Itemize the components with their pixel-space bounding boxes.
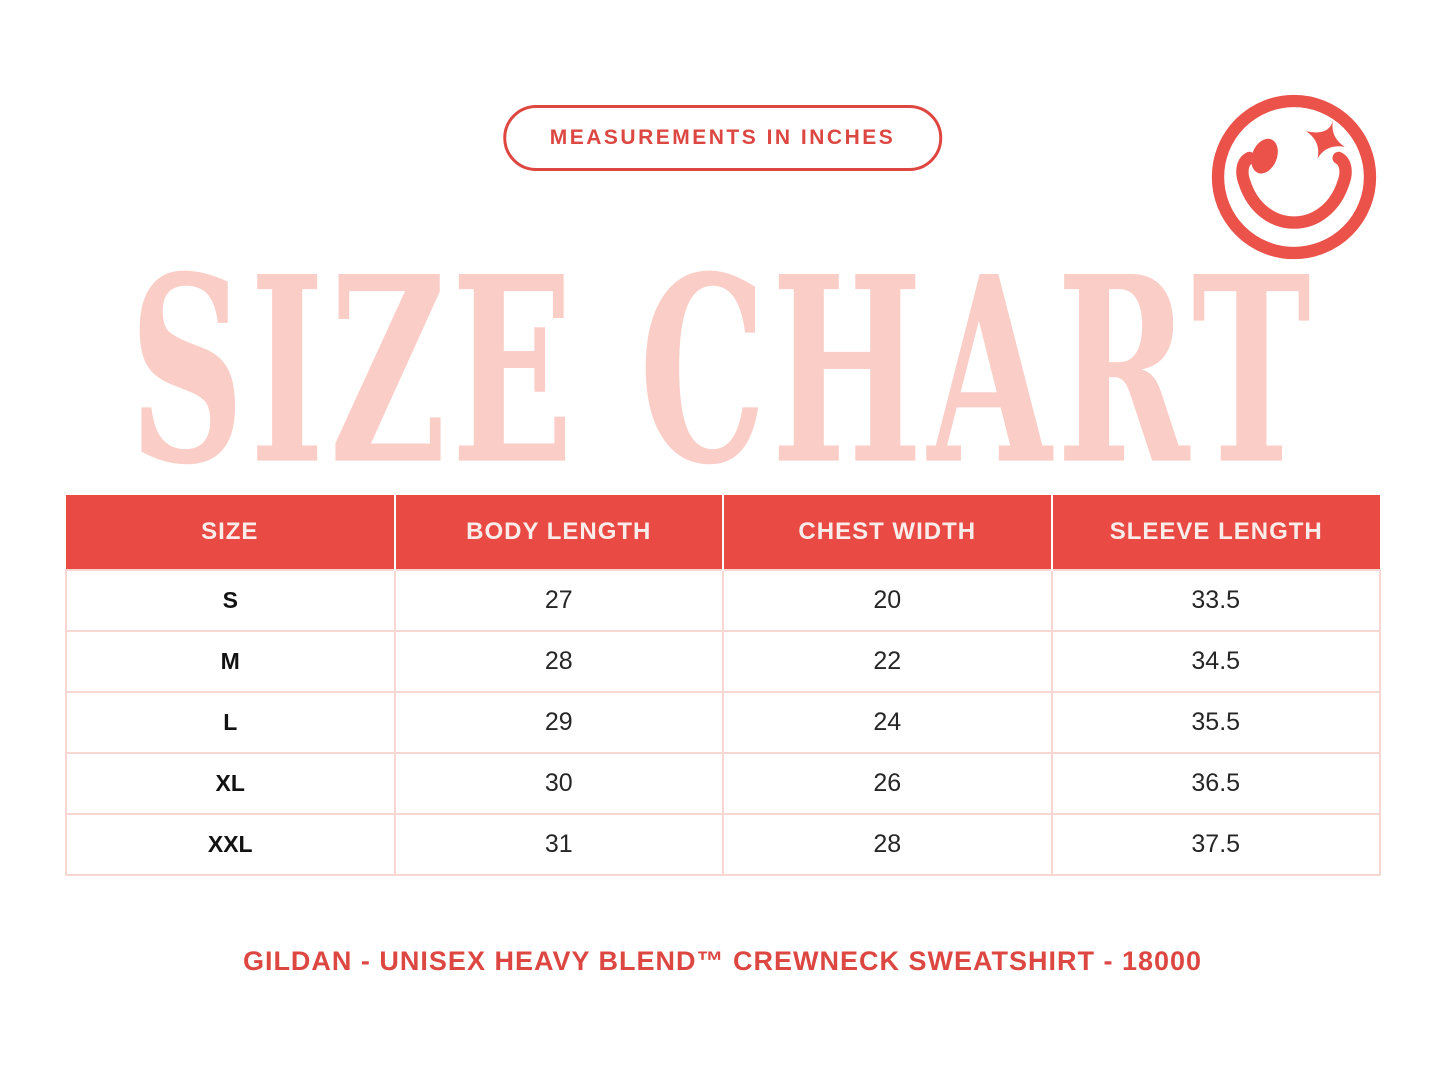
winking-smiley-svg bbox=[1211, 94, 1377, 260]
column-header-body-length: BODY LENGTH bbox=[393, 495, 723, 570]
size-table-header: SIZE BODY LENGTH CHEST WIDTH SLEEVE LENG… bbox=[66, 495, 1380, 570]
value-cell: 24 bbox=[722, 691, 1053, 754]
size-cell: XXL bbox=[65, 813, 396, 876]
smiley-outline bbox=[1211, 94, 1377, 260]
size-cell: L bbox=[65, 691, 396, 754]
value-cell: 29 bbox=[393, 691, 724, 754]
page-title: SIZE CHART bbox=[129, 220, 1316, 522]
table-row: XXL 31 28 37.5 bbox=[65, 813, 1381, 876]
measurements-badge-label: MEASUREMENTS IN INCHES bbox=[549, 126, 896, 149]
table-row: L 29 24 35.5 bbox=[65, 691, 1381, 754]
product-name-footer: GILDAN - UNISEX HEAVY BLEND™ CREWNECK SW… bbox=[242, 946, 1203, 976]
size-cell: S bbox=[65, 569, 396, 632]
value-cell: 34.5 bbox=[1050, 630, 1381, 693]
measurements-badge: MEASUREMENTS IN INCHES bbox=[502, 105, 943, 171]
value-cell: 31 bbox=[393, 813, 724, 876]
column-header-size: SIZE bbox=[66, 495, 395, 570]
smiley-sparkle-eye bbox=[1305, 119, 1345, 159]
size-cell: M bbox=[65, 630, 396, 693]
value-cell: 36.5 bbox=[1050, 752, 1381, 815]
value-cell: 35.5 bbox=[1050, 691, 1381, 754]
value-cell: 20 bbox=[722, 569, 1053, 632]
value-cell: 30 bbox=[393, 752, 724, 815]
smiley-mouth bbox=[1236, 151, 1352, 229]
value-cell: 28 bbox=[393, 630, 724, 693]
smiley-left-eye bbox=[1251, 138, 1278, 174]
value-cell: 33.5 bbox=[1050, 569, 1381, 632]
table-row: S 27 20 33.5 bbox=[65, 569, 1381, 632]
value-cell: 37.5 bbox=[1050, 813, 1381, 876]
value-cell: 28 bbox=[722, 813, 1053, 876]
size-table-body: S 27 20 33.5 M 28 22 34.5 L 29 24 35.5 X… bbox=[65, 569, 1381, 876]
header-row: SIZE BODY LENGTH CHEST WIDTH SLEEVE LENG… bbox=[66, 495, 1380, 570]
size-table: SIZE BODY LENGTH CHEST WIDTH SLEEVE LENG… bbox=[65, 495, 1381, 876]
value-cell: 26 bbox=[722, 752, 1053, 815]
table-row: M 28 22 34.5 bbox=[65, 630, 1381, 693]
column-header-chest-width: CHEST WIDTH bbox=[722, 495, 1052, 570]
winking-smiley-icon bbox=[1199, 82, 1389, 272]
column-header-sleeve-length: SLEEVE LENGTH bbox=[1050, 495, 1380, 570]
table-row: XL 30 26 36.5 bbox=[65, 752, 1381, 815]
value-cell: 22 bbox=[722, 630, 1053, 693]
value-cell: 27 bbox=[393, 569, 724, 632]
size-cell: XL bbox=[65, 752, 396, 815]
